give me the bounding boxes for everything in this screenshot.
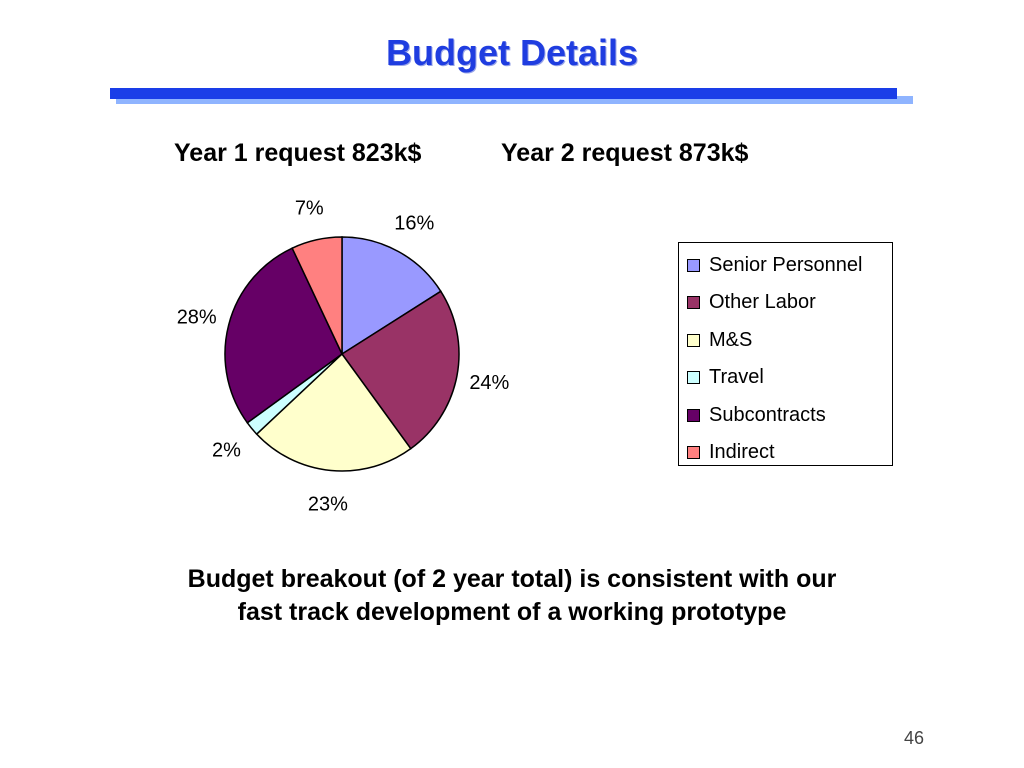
legend-swatch bbox=[687, 333, 700, 347]
legend-item-other-labor: Other Labor bbox=[687, 290, 816, 316]
legend-swatch bbox=[687, 446, 700, 459]
title-rule-shadow bbox=[116, 96, 913, 104]
pie-slice-indirect bbox=[291, 236, 343, 355]
year1-request: Year 1 request 823k$ bbox=[174, 139, 422, 167]
pie-label-subcontracts: 28% bbox=[177, 307, 217, 329]
legend-item-senior-personnel: Senior Personnel bbox=[687, 252, 862, 278]
legend-item-travel: Travel bbox=[687, 365, 764, 391]
legend-swatch bbox=[687, 258, 700, 272]
legend-label: Indirect bbox=[709, 441, 775, 463]
legend-swatch bbox=[687, 296, 700, 309]
slide-title: Budget Details bbox=[385, 32, 639, 73]
pie-label-other-labor: 24% bbox=[469, 372, 509, 394]
legend-item-indirect: Indirect bbox=[687, 440, 775, 466]
caption-line-1: Budget breakout (of 2 year total) is con… bbox=[187, 565, 837, 593]
legend-label: Other Labor bbox=[709, 291, 816, 313]
title-rule bbox=[110, 88, 897, 99]
year2-request: Year 2 request 873k$ bbox=[501, 139, 749, 167]
legend-item-m-s: M&S bbox=[687, 327, 752, 353]
legend-swatch bbox=[687, 371, 700, 384]
legend-label: Travel bbox=[709, 366, 764, 388]
legend-label: M&S bbox=[709, 328, 753, 351]
pie-slice-senior-personnel bbox=[341, 236, 442, 356]
caption-line-2: fast track development of a working prot… bbox=[237, 598, 787, 626]
pie-label-travel: 2% bbox=[212, 440, 241, 462]
pie-label-senior-personnel: 16% bbox=[394, 213, 434, 235]
pie-slice-other-labor bbox=[340, 290, 460, 450]
pie-label-m-s: 23% bbox=[308, 493, 348, 515]
pie-slice-subcontracts bbox=[224, 247, 343, 424]
legend-label: Senior Personnel bbox=[709, 253, 863, 276]
legend-item-subcontracts: Subcontracts bbox=[687, 402, 826, 428]
legend-label: Subcontracts bbox=[709, 403, 826, 426]
chart-legend: Senior Personnel Other Labor M&S Travel Subc… bbox=[678, 242, 893, 466]
slide-caption: Budget breakout (of 2 year total) is con… bbox=[0, 563, 1024, 629]
pie-label-indirect: 7% bbox=[295, 198, 324, 220]
pie-slice-m-s bbox=[255, 352, 412, 472]
page-number: 46 bbox=[904, 728, 925, 748]
legend-swatch bbox=[687, 408, 700, 422]
